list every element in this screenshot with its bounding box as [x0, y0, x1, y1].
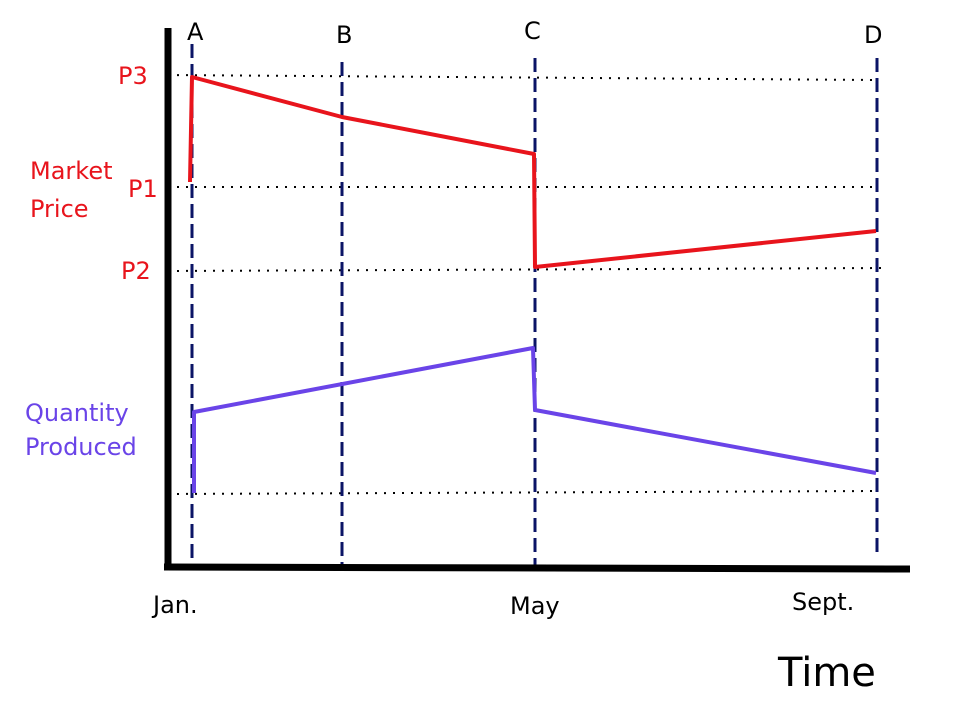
p2-level-line	[167, 267, 887, 272]
x-axis	[163, 563, 911, 573]
price-level-p3: P3	[118, 62, 148, 90]
p3-level-line	[167, 74, 877, 81]
event-label-a: A	[187, 18, 204, 46]
quantity-produced-label-line1: Quantity	[25, 399, 129, 427]
baseline-quantity-line	[167, 490, 877, 495]
time-label-jan: Jan.	[151, 591, 198, 619]
market-price-label-line2: Price	[30, 195, 89, 223]
quantity-produced-line	[192, 346, 877, 493]
market-price-line	[188, 75, 877, 269]
price-level-p1: P1	[128, 175, 158, 203]
market-price-label-line1: Market	[30, 157, 113, 185]
quantity-produced-label: Quantity Produced	[25, 399, 137, 461]
price-level-p2: P2	[121, 257, 151, 285]
time-label-sept: Sept.	[792, 588, 854, 616]
time-label-may: May	[510, 592, 560, 620]
event-label-b: B	[336, 21, 352, 49]
event-label-d: D	[864, 21, 882, 49]
event-label-c: C	[524, 17, 541, 45]
quantity-produced-label-line2: Produced	[25, 433, 137, 461]
time-axis-title: Time	[777, 650, 876, 696]
market-price-label: Market Price	[30, 157, 120, 223]
